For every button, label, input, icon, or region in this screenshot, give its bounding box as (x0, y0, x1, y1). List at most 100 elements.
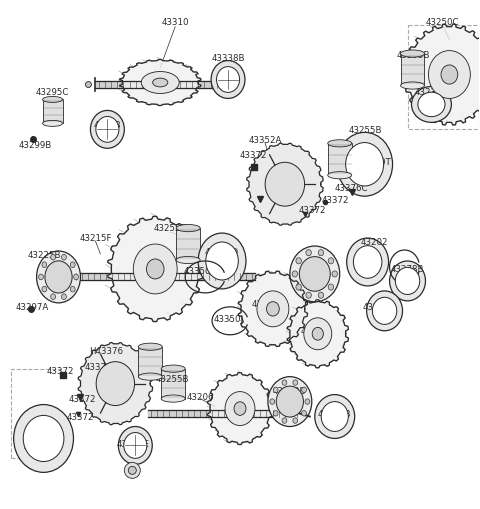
Text: 43223D: 43223D (273, 386, 307, 395)
Ellipse shape (38, 274, 43, 280)
Text: 43250C: 43250C (426, 18, 459, 27)
Text: 43372: 43372 (299, 205, 326, 214)
Ellipse shape (61, 294, 66, 300)
Ellipse shape (328, 258, 334, 264)
Ellipse shape (133, 244, 177, 294)
Polygon shape (207, 373, 273, 445)
Circle shape (85, 82, 91, 88)
Ellipse shape (146, 260, 164, 279)
Ellipse shape (411, 88, 451, 123)
Ellipse shape (276, 386, 303, 417)
Ellipse shape (332, 271, 337, 277)
Text: 43238B: 43238B (415, 88, 448, 97)
Ellipse shape (36, 251, 81, 303)
Text: 43222E: 43222E (117, 439, 150, 448)
Ellipse shape (265, 163, 305, 207)
Ellipse shape (346, 143, 384, 187)
Text: 43226Q: 43226Q (362, 303, 396, 312)
Ellipse shape (318, 250, 324, 256)
Text: 43202: 43202 (361, 237, 388, 246)
Bar (138, 347, 162, 377)
Ellipse shape (90, 111, 124, 149)
Ellipse shape (161, 365, 185, 373)
Ellipse shape (273, 411, 278, 416)
Ellipse shape (282, 418, 287, 423)
Polygon shape (247, 144, 323, 226)
Text: 43372: 43372 (47, 366, 74, 376)
Ellipse shape (43, 97, 62, 103)
Ellipse shape (257, 291, 289, 327)
Text: 43387D: 43387D (205, 247, 239, 256)
Ellipse shape (119, 427, 152, 465)
Ellipse shape (296, 285, 301, 291)
Ellipse shape (300, 257, 330, 292)
Polygon shape (108, 217, 203, 322)
Ellipse shape (293, 380, 298, 386)
Text: 43334: 43334 (133, 263, 161, 272)
Ellipse shape (42, 262, 47, 268)
Polygon shape (287, 300, 348, 368)
Ellipse shape (441, 66, 458, 85)
Ellipse shape (45, 261, 72, 293)
Ellipse shape (211, 62, 245, 99)
Polygon shape (404, 25, 480, 126)
Ellipse shape (390, 262, 425, 301)
Text: 43338: 43338 (94, 121, 121, 130)
Text: 43255B: 43255B (349, 126, 383, 134)
Text: 43371C: 43371C (84, 362, 118, 372)
Ellipse shape (296, 258, 301, 264)
Text: 43372: 43372 (322, 195, 349, 204)
Ellipse shape (70, 287, 75, 292)
Ellipse shape (216, 68, 240, 93)
Ellipse shape (266, 302, 279, 317)
Text: 43372: 43372 (69, 394, 96, 403)
Text: 43295C: 43295C (36, 88, 69, 97)
Text: 43217B: 43217B (318, 409, 351, 418)
Ellipse shape (234, 402, 246, 415)
Bar (400, 54, 424, 87)
Ellipse shape (96, 117, 119, 143)
Text: 43254: 43254 (302, 263, 330, 272)
Polygon shape (239, 272, 308, 347)
Ellipse shape (73, 274, 79, 280)
Ellipse shape (198, 234, 246, 289)
Ellipse shape (328, 173, 352, 180)
Ellipse shape (293, 418, 298, 423)
Bar (176, 229, 200, 261)
Text: 43225B: 43225B (28, 251, 61, 260)
Bar (328, 144, 352, 176)
Bar (43, 100, 62, 124)
Ellipse shape (70, 262, 75, 268)
Ellipse shape (138, 373, 162, 381)
Text: 43270: 43270 (301, 327, 328, 335)
Bar (408, 25, 480, 130)
Ellipse shape (206, 242, 239, 280)
Text: 43310: 43310 (161, 18, 189, 27)
Ellipse shape (13, 405, 73, 472)
Text: 43206: 43206 (186, 392, 214, 401)
Ellipse shape (305, 399, 310, 405)
Ellipse shape (290, 246, 340, 302)
Ellipse shape (304, 318, 332, 350)
Text: 43255B: 43255B (156, 375, 189, 383)
Text: 43350T: 43350T (358, 157, 391, 166)
Ellipse shape (23, 415, 64, 462)
Text: 43278B: 43278B (391, 265, 424, 274)
Ellipse shape (418, 93, 445, 118)
Ellipse shape (153, 79, 168, 88)
Ellipse shape (353, 246, 382, 279)
Circle shape (124, 463, 140, 478)
Circle shape (128, 466, 136, 474)
Polygon shape (78, 343, 153, 425)
Ellipse shape (400, 83, 424, 90)
Ellipse shape (141, 72, 179, 94)
Ellipse shape (51, 294, 56, 300)
Text: H43376: H43376 (89, 347, 123, 355)
Text: 43215F: 43215F (79, 233, 112, 242)
Ellipse shape (273, 387, 278, 393)
Ellipse shape (318, 293, 324, 299)
Ellipse shape (301, 411, 306, 416)
Ellipse shape (367, 291, 403, 331)
Ellipse shape (270, 399, 275, 405)
Ellipse shape (176, 225, 200, 232)
